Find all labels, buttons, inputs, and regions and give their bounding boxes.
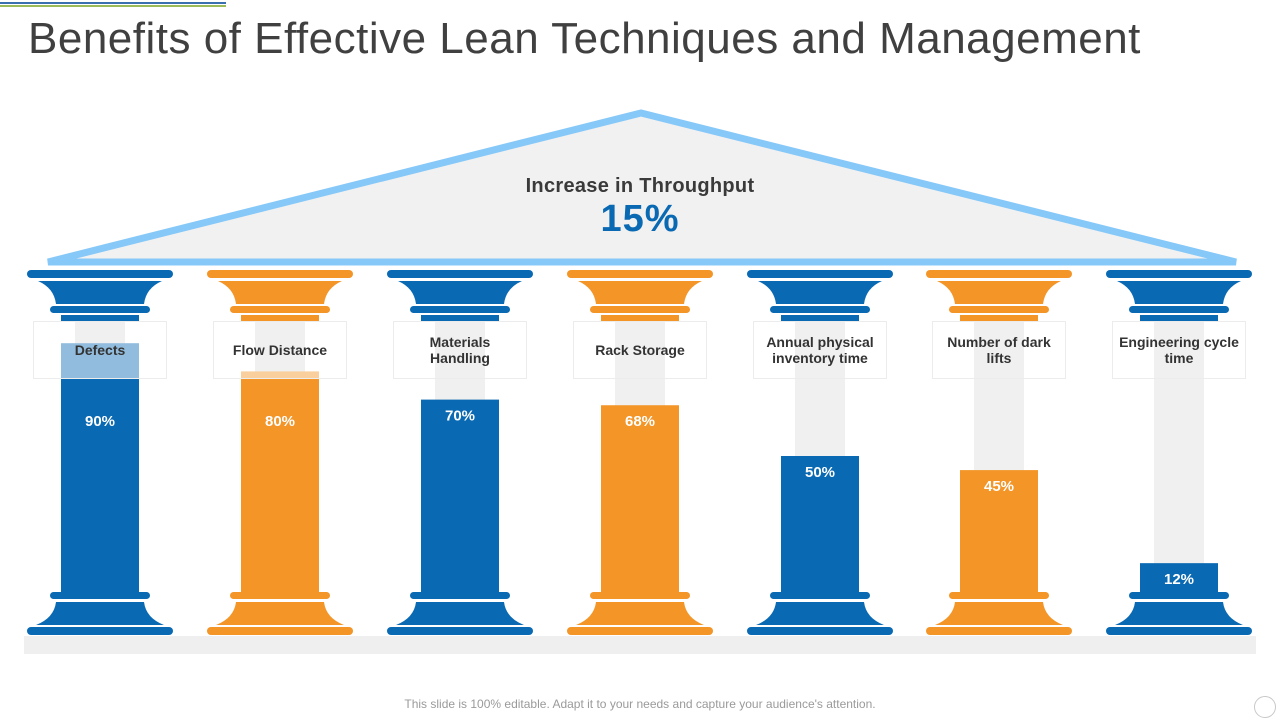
column-base-bowl xyxy=(576,602,704,625)
column-base-bowl xyxy=(36,602,164,625)
column-capital-ring xyxy=(1129,306,1229,313)
column-track xyxy=(1154,321,1204,597)
column-base-slab xyxy=(207,627,353,635)
column-capital-bowl xyxy=(398,281,522,304)
column-capital-slab xyxy=(207,270,353,278)
column-bar-faded xyxy=(241,371,319,379)
column-capital-bowl xyxy=(1117,281,1241,304)
column-capital-slab xyxy=(1106,270,1252,278)
column-category-label: Engineering cycle time xyxy=(1112,321,1246,379)
column-base-ring xyxy=(230,592,330,599)
column-base-bowl xyxy=(216,602,344,625)
column-bar xyxy=(960,470,1038,597)
roof xyxy=(47,109,1237,266)
column-capital-neck xyxy=(960,315,1038,321)
column-bar-faded xyxy=(61,343,139,379)
column-capital-bowl xyxy=(218,281,342,304)
temple-base xyxy=(24,636,1256,654)
column-capital-slab xyxy=(926,270,1072,278)
column-capital-neck xyxy=(1140,315,1218,321)
column-capital-bowl xyxy=(38,281,162,304)
column-base-ring xyxy=(770,592,870,599)
column-base-ring xyxy=(50,592,150,599)
column-capital-ring xyxy=(590,306,690,313)
column-value-label: 45% xyxy=(984,478,1014,495)
column-capital-neck xyxy=(781,315,859,321)
column-base-ring xyxy=(590,592,690,599)
column-category-label: Annual physical inventory time xyxy=(753,321,887,379)
column-capital-ring xyxy=(230,306,330,313)
column-capital-bowl xyxy=(578,281,702,304)
column-capital-slab xyxy=(567,270,713,278)
column-capital-bowl xyxy=(937,281,1061,304)
column-category-label: Number of dark lifts xyxy=(932,321,1066,379)
column-base-bowl xyxy=(396,602,524,625)
column-capital-ring xyxy=(770,306,870,313)
column-base-bowl xyxy=(756,602,884,625)
footer-note: This slide is 100% editable. Adapt it to… xyxy=(404,697,876,711)
roof-title: Increase in Throughput xyxy=(525,175,755,197)
column-value-label: 68% xyxy=(625,413,655,430)
column-category-label: Flow Distance xyxy=(213,321,347,379)
circle-icon xyxy=(1254,696,1276,718)
column-capital-slab xyxy=(27,270,173,278)
column-category-label: Rack Storage xyxy=(573,321,707,379)
column-bar xyxy=(61,379,139,597)
column-value-label: 80% xyxy=(265,413,295,430)
top-accent-line-green xyxy=(0,5,226,7)
column-base-ring xyxy=(949,592,1049,599)
column-value-label: 70% xyxy=(445,408,475,425)
column-capital-neck xyxy=(421,315,499,321)
column-capital-slab xyxy=(747,270,893,278)
column-bar xyxy=(421,399,499,597)
roof-headline-value: 15% xyxy=(600,198,680,240)
column-value-label: 50% xyxy=(805,464,835,481)
column-base-slab xyxy=(1106,627,1252,635)
column-bar xyxy=(1140,563,1218,597)
column-capital-bowl xyxy=(758,281,882,304)
column-base-ring xyxy=(410,592,510,599)
column-base-slab xyxy=(387,627,533,635)
column-value-label: 90% xyxy=(85,413,115,430)
page-title: Benefits of Effective Lean Techniques an… xyxy=(28,14,1141,63)
column-capital-neck xyxy=(61,315,139,321)
column-base-bowl xyxy=(1115,602,1243,625)
column-category-label: Materials Handling xyxy=(393,321,527,379)
column-base-slab xyxy=(27,627,173,635)
column-value-label: 12% xyxy=(1164,571,1194,588)
column-capital-neck xyxy=(241,315,319,321)
column-base-bowl xyxy=(935,602,1063,625)
column-capital-ring xyxy=(949,306,1049,313)
column-capital-ring xyxy=(50,306,150,313)
column-bar xyxy=(781,456,859,597)
column-capital-slab xyxy=(387,270,533,278)
column-capital-ring xyxy=(410,306,510,313)
column-capital-neck xyxy=(601,315,679,321)
column-base-slab xyxy=(567,627,713,635)
column-category-label: Defects xyxy=(33,321,167,379)
column-base-ring xyxy=(1129,592,1229,599)
column-base-slab xyxy=(926,627,1072,635)
top-accent-line-blue xyxy=(0,2,226,4)
column-bar xyxy=(601,405,679,597)
column-bar xyxy=(241,379,319,597)
column-base-slab xyxy=(747,627,893,635)
